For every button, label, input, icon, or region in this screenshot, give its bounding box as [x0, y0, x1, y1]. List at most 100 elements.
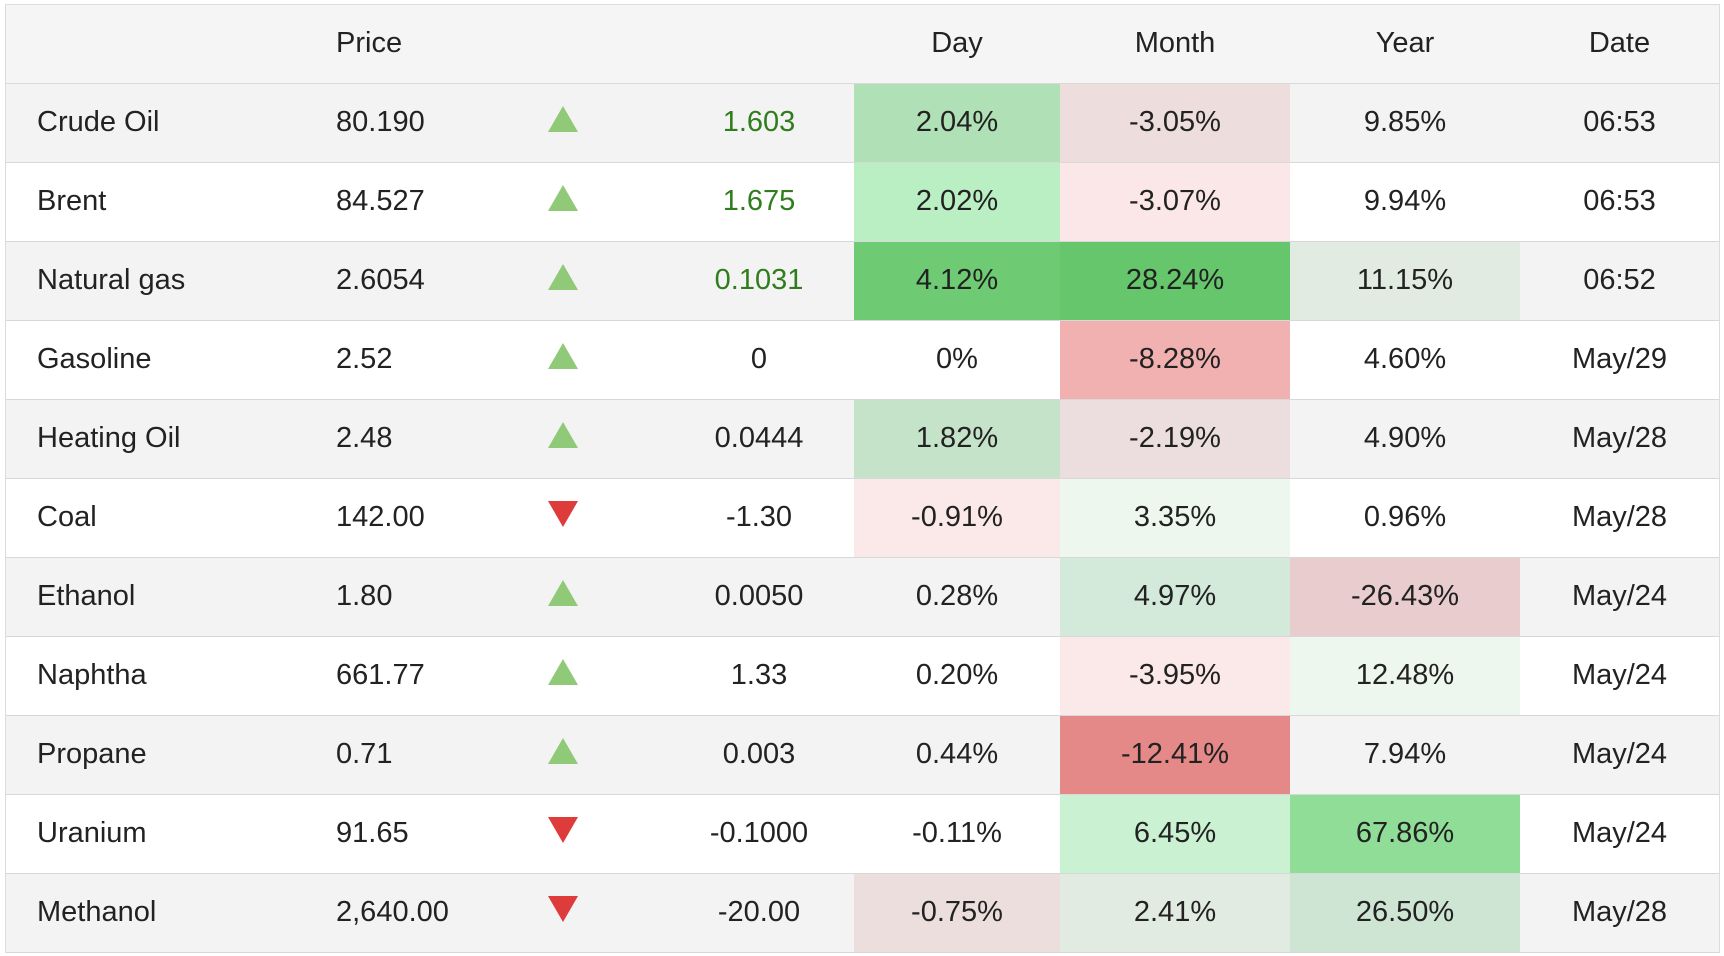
up-arrow-icon	[548, 343, 578, 370]
commodities-table: Price Day Month Year Date Crude Oil 80.19…	[6, 5, 1719, 953]
direction-cell	[500, 794, 664, 874]
date-cell: May/28	[1520, 399, 1719, 479]
commodity-name-link[interactable]: Crude Oil	[6, 83, 330, 163]
up-arrow-icon	[548, 106, 578, 133]
date-cell: May/24	[1520, 557, 1719, 637]
price-cell: 80.190	[330, 83, 500, 163]
direction-cell	[500, 83, 664, 163]
commodity-name-link[interactable]: Coal	[6, 478, 330, 558]
month-change-cell: -3.07%	[1060, 162, 1290, 242]
table-row[interactable]: Crude Oil 80.190 1.603 2.04% -3.05% 9.85% 06:5…	[6, 83, 1719, 163]
commodity-name-link[interactable]: Ethanol	[6, 557, 330, 637]
down-arrow-icon	[548, 896, 578, 923]
table-row[interactable]: Uranium 91.65 -0.1000 -0.11% 6.45% 67.86% May/…	[6, 794, 1719, 874]
year-change-cell: -26.43%	[1290, 557, 1520, 637]
price-cell: 2.52	[330, 320, 500, 400]
year-change-cell: 12.48%	[1290, 636, 1520, 716]
up-arrow-icon	[548, 422, 578, 449]
commodity-name-link[interactable]: Naphtha	[6, 636, 330, 716]
day-change-cell: -0.75%	[854, 873, 1060, 953]
commodity-name-link[interactable]: Heating Oil	[6, 399, 330, 479]
month-change-cell: -8.28%	[1060, 320, 1290, 400]
date-cell: 06:53	[1520, 83, 1719, 163]
month-change-cell: -2.19%	[1060, 399, 1290, 479]
day-change-cell: 0%	[854, 320, 1060, 400]
price-cell: 661.77	[330, 636, 500, 716]
change-cell: -0.1000	[664, 794, 854, 874]
change-cell: -1.30	[664, 478, 854, 558]
up-arrow-icon	[548, 264, 578, 291]
change-cell: 0	[664, 320, 854, 400]
commodity-name-link[interactable]: Propane	[6, 715, 330, 795]
day-change-cell: 2.04%	[854, 83, 1060, 163]
header-price[interactable]: Price	[330, 5, 500, 84]
price-cell: 2.48	[330, 399, 500, 479]
date-cell: May/24	[1520, 715, 1719, 795]
date-cell: 06:52	[1520, 241, 1719, 321]
commodity-name-link[interactable]: Uranium	[6, 794, 330, 874]
table-row[interactable]: Ethanol 1.80 0.0050 0.28% 4.97% -26.43% May/24	[6, 557, 1719, 637]
down-arrow-icon	[548, 501, 578, 528]
date-cell: May/28	[1520, 873, 1719, 953]
table-body: Crude Oil 80.190 1.603 2.04% -3.05% 9.85% 06:5…	[6, 83, 1719, 953]
header-day[interactable]: Day	[854, 5, 1060, 84]
up-arrow-icon	[548, 580, 578, 607]
direction-cell	[500, 715, 664, 795]
direction-cell	[500, 399, 664, 479]
header-name	[6, 5, 330, 84]
up-arrow-icon	[548, 738, 578, 765]
header-row: Price Day Month Year Date	[6, 5, 1719, 84]
price-cell: 142.00	[330, 478, 500, 558]
day-change-cell: -0.91%	[854, 478, 1060, 558]
commodity-name-link[interactable]: Brent	[6, 162, 330, 242]
up-arrow-icon	[548, 185, 578, 212]
table-row[interactable]: Coal 142.00 -1.30 -0.91% 3.35% 0.96% May/28	[6, 478, 1719, 558]
year-change-cell: 67.86%	[1290, 794, 1520, 874]
price-cell: 91.65	[330, 794, 500, 874]
down-arrow-icon	[548, 817, 578, 844]
change-cell: 1.675	[664, 162, 854, 242]
direction-cell	[500, 873, 664, 953]
price-cell: 1.80	[330, 557, 500, 637]
year-change-cell: 0.96%	[1290, 478, 1520, 558]
commodity-name-link[interactable]: Natural gas	[6, 241, 330, 321]
table-row[interactable]: Heating Oil 2.48 0.0444 1.82% -2.19% 4.90% May…	[6, 399, 1719, 479]
commodities-table-container: Price Day Month Year Date Crude Oil 80.19…	[5, 4, 1720, 953]
header-change	[664, 5, 854, 84]
month-change-cell: 3.35%	[1060, 478, 1290, 558]
direction-cell	[500, 241, 664, 321]
header-month[interactable]: Month	[1060, 5, 1290, 84]
month-change-cell: 2.41%	[1060, 873, 1290, 953]
change-cell: 1.603	[664, 83, 854, 163]
table-row[interactable]: Methanol 2,640.00 -20.00 -0.75% 2.41% 26.50% M…	[6, 873, 1719, 953]
change-cell: 1.33	[664, 636, 854, 716]
date-cell: 06:53	[1520, 162, 1719, 242]
year-change-cell: 4.60%	[1290, 320, 1520, 400]
year-change-cell: 9.85%	[1290, 83, 1520, 163]
day-change-cell: 0.28%	[854, 557, 1060, 637]
month-change-cell: -3.95%	[1060, 636, 1290, 716]
month-change-cell: 28.24%	[1060, 241, 1290, 321]
direction-cell	[500, 162, 664, 242]
table-row[interactable]: Propane 0.71 0.003 0.44% -12.41% 7.94% May/24	[6, 715, 1719, 795]
year-change-cell: 9.94%	[1290, 162, 1520, 242]
table-row[interactable]: Gasoline 2.52 0 0% -8.28% 4.60% May/29	[6, 320, 1719, 400]
up-arrow-icon	[548, 659, 578, 686]
month-change-cell: -12.41%	[1060, 715, 1290, 795]
month-change-cell: 6.45%	[1060, 794, 1290, 874]
year-change-cell: 26.50%	[1290, 873, 1520, 953]
date-cell: May/24	[1520, 636, 1719, 716]
table-row[interactable]: Natural gas 2.6054 0.1031 4.12% 28.24% 11.15%…	[6, 241, 1719, 321]
month-change-cell: 4.97%	[1060, 557, 1290, 637]
year-change-cell: 7.94%	[1290, 715, 1520, 795]
day-change-cell: 2.02%	[854, 162, 1060, 242]
table-row[interactable]: Naphtha 661.77 1.33 0.20% -3.95% 12.48% May/24	[6, 636, 1719, 716]
header-date[interactable]: Date	[1520, 5, 1719, 84]
date-cell: May/28	[1520, 478, 1719, 558]
direction-cell	[500, 478, 664, 558]
commodity-name-link[interactable]: Gasoline	[6, 320, 330, 400]
commodity-name-link[interactable]: Methanol	[6, 873, 330, 953]
year-change-cell: 4.90%	[1290, 399, 1520, 479]
header-year[interactable]: Year	[1290, 5, 1520, 84]
table-row[interactable]: Brent 84.527 1.675 2.02% -3.07% 9.94% 06:53	[6, 162, 1719, 242]
